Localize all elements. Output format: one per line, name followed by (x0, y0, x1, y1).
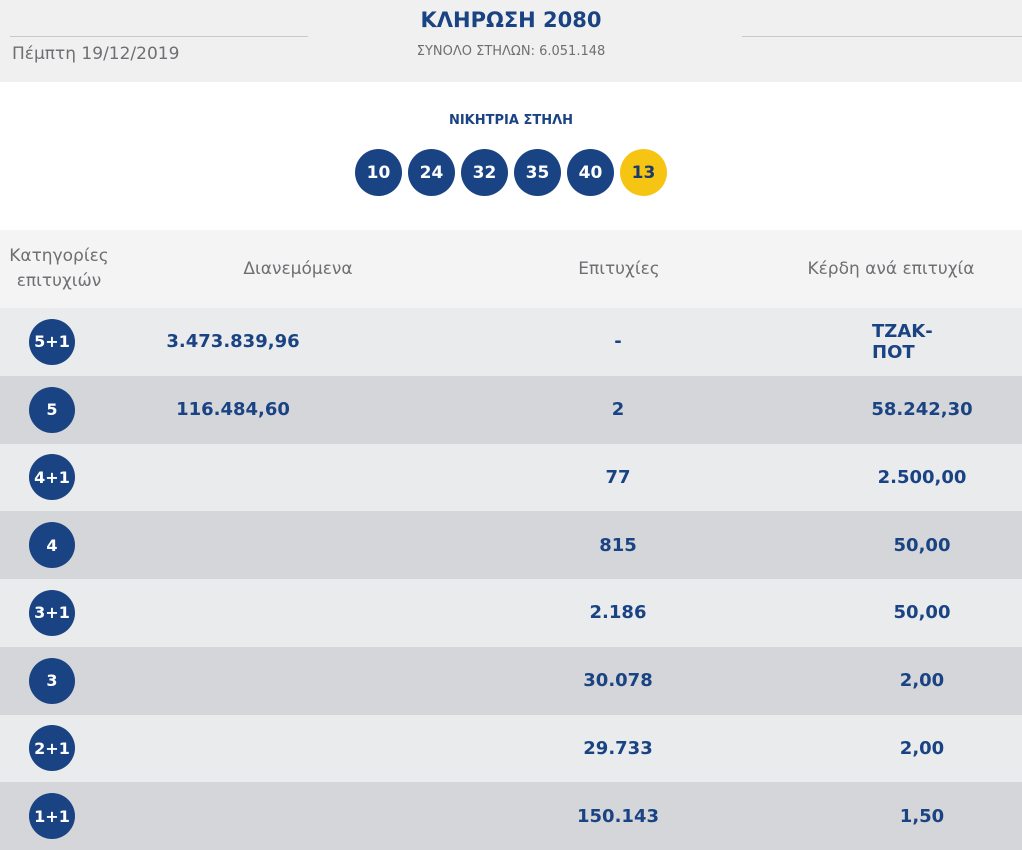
table-row: 5+1 3.473.839,96 - ΤΖΑΚ-ΠΟΤ (0, 308, 1022, 376)
winning-numbers: 10 24 32 35 40 13 (0, 149, 1022, 196)
table-row: 3 30.078 2,00 (0, 646, 1022, 715)
category-badge: 4 (29, 522, 75, 569)
category-badge: 1+1 (29, 793, 75, 840)
table-row: 4 815 50,00 (0, 511, 1022, 579)
winners-count: 2 (611, 399, 625, 421)
winning-column-label: ΝΙΚΗΤΡΙΑ ΣΤΗΛΗ (448, 113, 574, 128)
prize-per-winner: 50,00 (893, 534, 951, 556)
draw-date: Πέμπτη 19/12/2019 (12, 44, 180, 64)
column-header-category: Κατηγορίες επιτυχιών (9, 246, 109, 291)
category-badge: 5+1 (29, 318, 75, 365)
winning-number-ball: 24 (408, 149, 455, 196)
table-header: Κατηγορίες επιτυχιών Διανεμόμενα Επιτυχί… (0, 230, 1022, 308)
winning-number-ball: 10 (355, 149, 402, 196)
winning-number-ball: 40 (567, 149, 614, 196)
distributed-amount: 3.473.839,96 (166, 331, 300, 353)
category-badge: 3 (29, 657, 75, 704)
winners-count: 77 (605, 466, 631, 488)
table-row: 5 116.484,60 2 58.242,30 (0, 375, 1022, 444)
prize-per-winner: 2,00 (899, 670, 945, 692)
table-row: 4+1 77 2.500,00 (0, 443, 1022, 512)
column-header-distributed: Διανεμόμενα (243, 258, 353, 279)
distributed-amount: 116.484,60 (176, 399, 290, 421)
winning-number-ball: 35 (514, 149, 561, 196)
winners-count: 29.733 (583, 737, 653, 759)
header-divider-left (10, 36, 308, 37)
prize-per-winner: ΤΖΑΚ-ΠΟΤ (872, 320, 933, 363)
winners-count: 30.078 (583, 670, 653, 692)
prize-per-winner: 2.500,00 (877, 466, 967, 488)
column-header-winners: Επιτυχίες (578, 258, 660, 279)
table-row: 2+1 29.733 2,00 (0, 714, 1022, 783)
category-badge: 2+1 (29, 725, 75, 772)
table-row: 3+1 2.186 50,00 (0, 579, 1022, 647)
winners-count: - (614, 331, 622, 353)
winners-count: 815 (599, 534, 637, 556)
prize-per-winner: 58.242,30 (871, 399, 973, 421)
header-divider-right (742, 36, 1022, 37)
prize-per-winner: 1,50 (899, 805, 945, 827)
total-columns: ΣΥΝΟΛΟ ΣΤΗΛΩΝ: 6.051.148 (416, 44, 606, 59)
prize-per-winner: 2,00 (899, 737, 945, 759)
winners-count: 2.186 (589, 602, 647, 624)
bonus-number-ball: 13 (620, 149, 667, 196)
results-table: 5+1 3.473.839,96 - ΤΖΑΚ-ΠΟΤ 5 116.484,60… (0, 308, 1022, 850)
category-badge: 4+1 (29, 454, 75, 501)
winning-column-section: ΝΙΚΗΤΡΙΑ ΣΤΗΛΗ 10 24 32 35 40 13 (0, 82, 1022, 230)
table-row: 1+1 150.143 1,50 (0, 782, 1022, 850)
winning-number-ball: 32 (461, 149, 508, 196)
column-header-prize: Κέρδη ανά επιτυχία (807, 258, 975, 279)
category-badge: 5 (29, 386, 75, 433)
winners-count: 150.143 (577, 805, 659, 827)
draw-title: ΚΛΗΡΩΣΗ 2080 (420, 8, 602, 32)
draw-header: Πέμπτη 19/12/2019 ΚΛΗΡΩΣΗ 2080 ΣΥΝΟΛΟ ΣΤ… (0, 0, 1022, 82)
prize-per-winner: 50,00 (893, 602, 951, 624)
category-badge: 3+1 (29, 589, 75, 636)
